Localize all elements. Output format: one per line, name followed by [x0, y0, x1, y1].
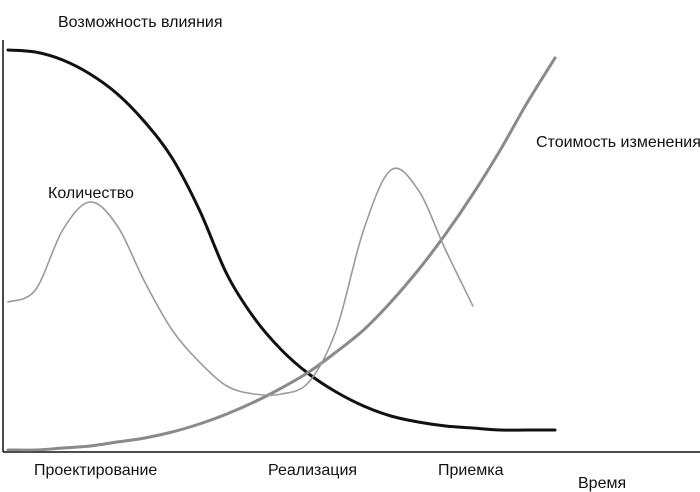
series-line-quantity — [7, 167, 474, 397]
x-tick-label-design: Проектирование — [34, 462, 157, 479]
series-line-influence — [6, 48, 557, 432]
series-label-quantity: Количество — [48, 185, 134, 202]
x-tick-label-acceptance: Приемка — [438, 462, 504, 479]
series-line-change-cost — [6, 56, 557, 452]
axes — [2, 40, 700, 453]
series-label-influence: Возможность влияния — [58, 14, 223, 31]
series-label-change-cost: Стоимость изменения — [536, 134, 700, 151]
series-layer — [6, 48, 557, 452]
x-axis-label: Время — [578, 475, 626, 492]
x-tick-label-implementation: Реализация — [268, 462, 357, 479]
